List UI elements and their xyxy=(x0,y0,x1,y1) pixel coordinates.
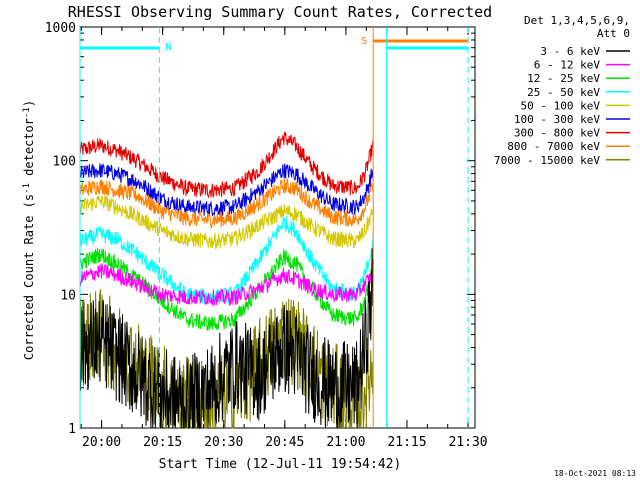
saa-label: S xyxy=(361,36,367,47)
x-tick-label: 20:45 xyxy=(265,435,304,450)
legend-entry-label: 50 - 100 keV xyxy=(521,99,601,112)
y-axis-label: Corrected Count Rate (s-1 detector-1) xyxy=(22,100,36,360)
legend-entry-label: 100 - 300 keV xyxy=(514,113,600,126)
legend-entry-label: 300 - 800 keV xyxy=(514,127,600,140)
series-line xyxy=(79,247,374,430)
x-tick-label: 21:30 xyxy=(449,435,488,450)
x-axis-label: Start Time (12-Jul-11 19:54:42) xyxy=(159,457,402,472)
series-line xyxy=(79,131,374,199)
legend-header: Det 1,3,4,5,6,9, xyxy=(524,14,630,27)
y-tick-label: 1000 xyxy=(45,21,76,36)
legend-entry-label: 800 - 7000 keV xyxy=(507,140,600,153)
chart-title: RHESSI Observing Summary Count Rates, Co… xyxy=(68,3,492,21)
series-line xyxy=(79,177,374,229)
legend-entry-label: 7000 - 15000 keV xyxy=(494,154,600,167)
x-tick-label: 21:00 xyxy=(326,435,365,450)
y-tick-label: 1 xyxy=(68,422,76,437)
legend-entry-label: 3 - 6 keV xyxy=(540,45,600,58)
x-tick-label: 20:15 xyxy=(143,435,182,450)
series-line xyxy=(79,194,374,250)
y-tick-label: 10 xyxy=(60,288,76,303)
x-tick-label: 20:30 xyxy=(204,435,243,450)
series-line xyxy=(79,163,374,217)
legend-entry-label: 12 - 25 keV xyxy=(527,72,600,85)
night-label: N xyxy=(165,42,171,53)
x-tick-label: 20:00 xyxy=(82,435,121,450)
x-tick-label: 21:15 xyxy=(387,435,426,450)
plot-area: 1 10 100 1000 20:00 20:15 20:30 20:45 21:00 21:15… xyxy=(45,21,488,450)
y-tick-label: 100 xyxy=(53,155,76,170)
legend-entry-label: 25 - 50 keV xyxy=(527,86,600,99)
legend-entry-label: 6 - 12 keV xyxy=(534,59,601,72)
series-line xyxy=(79,263,374,306)
timestamp: 18-Oct-2021 08:13 xyxy=(554,469,636,478)
legend-header: Att 0 xyxy=(597,27,630,40)
